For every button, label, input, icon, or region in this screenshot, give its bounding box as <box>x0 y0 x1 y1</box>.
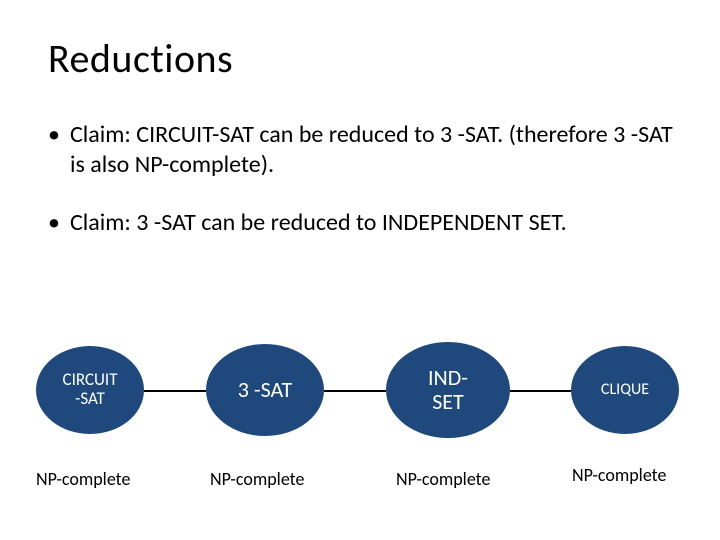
node-ind-set: IND- SET <box>386 342 510 438</box>
edge-ind-set-to-clique <box>510 390 571 392</box>
bullet-text: Claim: 3 -SAT can be reduced to INDEPEND… <box>70 208 680 238</box>
bullet-list: • Claim: CIRCUIT-SAT can be reduced to 3… <box>48 120 680 266</box>
bullet-item: • Claim: CIRCUIT-SAT can be reduced to 3… <box>48 120 680 180</box>
node-clique: CLIQUE <box>571 346 679 434</box>
caption-ind-set: NP-complete <box>396 468 490 490</box>
edge-circuit-sat-to-3-sat <box>144 390 206 392</box>
caption-3-sat: NP-complete <box>210 468 304 490</box>
node-label: IND- SET <box>428 366 468 414</box>
caption-circuit-sat: NP-complete <box>36 468 130 490</box>
slide-title: Reductions <box>48 34 233 83</box>
node-label: CLIQUE <box>601 381 649 399</box>
node-label: 3 -SAT <box>238 378 293 402</box>
edge-3-sat-to-ind-set <box>324 390 386 392</box>
slide: Reductions • Claim: CIRCUIT-SAT can be r… <box>0 0 720 540</box>
node-3-sat: 3 -SAT <box>206 344 324 436</box>
bullet-dot-icon: • <box>48 120 60 150</box>
reduction-diagram: CIRCUIT -SAT 3 -SAT IND- SET CLIQUE NP-compl… <box>0 320 720 520</box>
node-circuit-sat: CIRCUIT -SAT <box>36 346 144 434</box>
node-label: CIRCUIT -SAT <box>63 371 118 408</box>
bullet-dot-icon: • <box>48 208 60 238</box>
bullet-text: Claim: CIRCUIT-SAT can be reduced to 3 -… <box>70 120 680 180</box>
caption-clique: NP-complete <box>572 464 666 486</box>
bullet-item: • Claim: 3 -SAT can be reduced to INDEPE… <box>48 208 680 238</box>
